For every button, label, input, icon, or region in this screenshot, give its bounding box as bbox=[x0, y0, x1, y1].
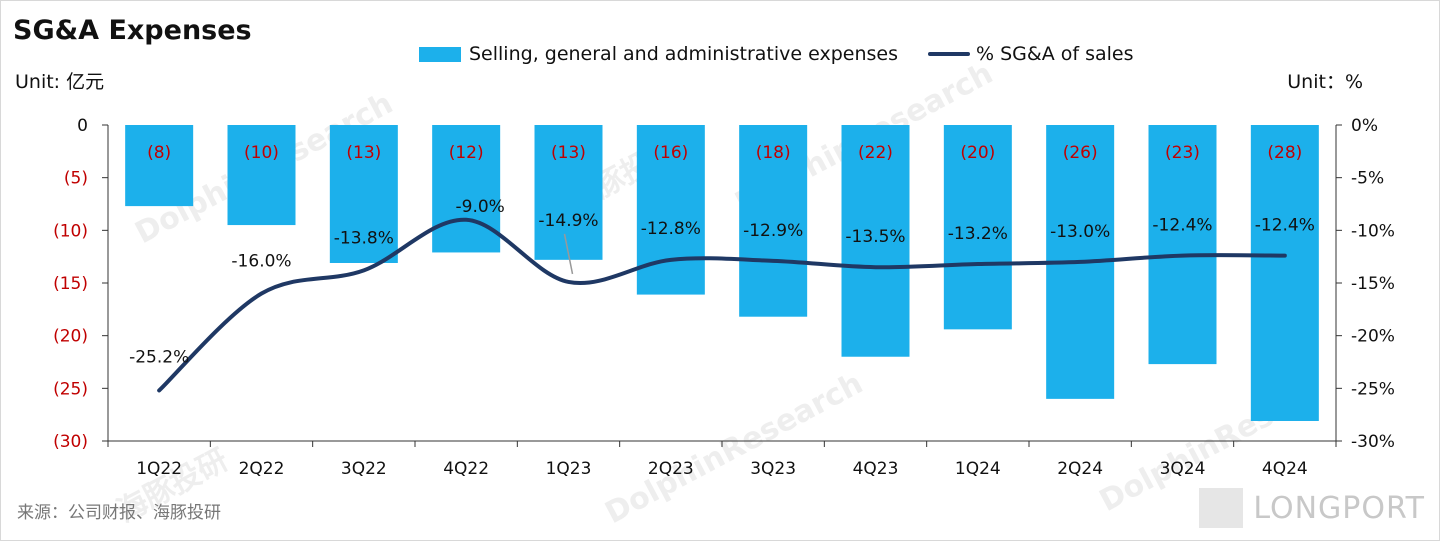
bar bbox=[534, 125, 603, 260]
legend: Selling, general and administrative expe… bbox=[419, 43, 1164, 65]
x-axis-tick-label: 4Q22 bbox=[443, 459, 489, 479]
sgna-percent-point bbox=[362, 268, 366, 272]
longport-logo: LONGPORT bbox=[1199, 488, 1425, 528]
bar-data-label: (10) bbox=[244, 143, 279, 163]
bar bbox=[739, 125, 808, 317]
sgna-percent-point bbox=[976, 262, 980, 266]
sgna-percent-point bbox=[1283, 254, 1287, 258]
line-data-label: -12.9% bbox=[743, 221, 803, 241]
left-axis-tick-label: (10) bbox=[53, 221, 88, 241]
bar-data-label: (16) bbox=[653, 143, 688, 163]
bar bbox=[329, 125, 398, 263]
bar-data-label: (28) bbox=[1267, 143, 1302, 163]
legend-item-line: % SG&A of sales bbox=[928, 43, 1134, 65]
bar-data-label: (22) bbox=[858, 143, 893, 163]
left-axis-tick-label: (20) bbox=[53, 327, 88, 347]
right-axis-tick-label: 0% bbox=[1351, 116, 1378, 136]
x-axis-tick-label: 3Q24 bbox=[1160, 459, 1206, 479]
line-data-label: -9.0% bbox=[456, 197, 505, 217]
right-axis-tick-label: -15% bbox=[1351, 274, 1395, 294]
legend-line-swatch bbox=[928, 52, 971, 56]
bar-data-label: (18) bbox=[756, 143, 791, 163]
left-axis-tick-label: (15) bbox=[53, 274, 88, 294]
label-leader-line bbox=[563, 233, 574, 275]
bar bbox=[1250, 125, 1319, 421]
sgna-percent-point bbox=[874, 265, 877, 269]
bar-data-label: (13) bbox=[551, 143, 586, 163]
x-axis-tick-label: 4Q24 bbox=[1262, 459, 1308, 479]
sgna-percent-point bbox=[669, 258, 673, 262]
sgna-percent-point bbox=[464, 218, 468, 222]
left-axis-tick-label: 0 bbox=[77, 116, 88, 136]
bar-data-label: (23) bbox=[1165, 143, 1200, 163]
legend-bar-label: Selling, general and administrative expe… bbox=[469, 43, 899, 65]
x-axis-tick-label: 3Q22 bbox=[341, 459, 387, 479]
line-data-label: -13.2% bbox=[948, 224, 1008, 244]
x-axis-tick-label: 2Q24 bbox=[1057, 459, 1103, 479]
x-axis-tick-label: 1Q24 bbox=[955, 459, 1001, 479]
bar-data-label: (8) bbox=[147, 143, 171, 163]
bar bbox=[841, 125, 910, 357]
line-data-label: -12.8% bbox=[641, 219, 701, 239]
left-axis-unit: Unit: 亿元 bbox=[15, 71, 105, 93]
chart-title: SG&A Expenses bbox=[13, 15, 252, 46]
line-data-label: -13.8% bbox=[334, 228, 394, 248]
x-axis-tick-label: 1Q23 bbox=[546, 459, 592, 479]
sgna-percent-point bbox=[1181, 254, 1184, 258]
x-axis-tick-label: 2Q22 bbox=[239, 459, 285, 479]
bar bbox=[125, 125, 194, 207]
line-data-label: -12.4% bbox=[1152, 216, 1212, 236]
right-axis-tick-label: -20% bbox=[1351, 327, 1395, 347]
sgna-percent-point bbox=[771, 259, 775, 263]
bar-data-label: (12) bbox=[449, 143, 484, 163]
bar-data-label: (26) bbox=[1063, 143, 1098, 163]
line-data-label: -16.0% bbox=[231, 252, 291, 272]
right-axis-tick-label: -30% bbox=[1351, 432, 1395, 452]
bar-data-label: (20) bbox=[960, 143, 995, 163]
line-data-label: -13.5% bbox=[845, 227, 905, 247]
x-axis-tick-label: 4Q23 bbox=[853, 459, 899, 479]
bar bbox=[227, 125, 296, 226]
line-data-label: -25.2% bbox=[129, 347, 189, 367]
sgna-percent-point bbox=[1078, 260, 1082, 264]
sgna-percent-line bbox=[157, 217, 1287, 393]
bar-data-label: (13) bbox=[346, 143, 381, 163]
right-axis-tick-label: -10% bbox=[1351, 221, 1395, 241]
bar bbox=[432, 125, 501, 253]
bar bbox=[943, 125, 1012, 330]
line-data-label: -12.4% bbox=[1255, 216, 1315, 236]
logo-mark-icon bbox=[1199, 488, 1244, 528]
x-axis-tick-label: 2Q23 bbox=[648, 459, 694, 479]
right-axis-tick-label: -25% bbox=[1351, 379, 1395, 399]
bar bbox=[1148, 125, 1217, 365]
legend-line-label: % SG&A of sales bbox=[976, 43, 1134, 65]
legend-bar-swatch bbox=[419, 46, 461, 62]
line-data-label: -14.9% bbox=[538, 211, 598, 231]
line-data-label: -13.0% bbox=[1050, 222, 1110, 242]
sgna-percent-point bbox=[567, 280, 570, 284]
right-axis-tick-label: -5% bbox=[1351, 169, 1384, 189]
right-axis-unit: Unit：% bbox=[1287, 71, 1363, 93]
legend-item-bars: Selling, general and administrative expe… bbox=[419, 43, 898, 65]
left-axis-tick-label: (5) bbox=[64, 169, 88, 189]
source-note: 来源：公司财报、海豚投研 bbox=[17, 503, 221, 523]
sgna-percent-point bbox=[260, 292, 263, 296]
sgna-percent-point bbox=[157, 388, 161, 392]
left-axis-tick-label: (25) bbox=[53, 379, 88, 399]
x-axis-tick-label: 1Q22 bbox=[136, 459, 182, 479]
logo-text: LONGPORT bbox=[1253, 490, 1425, 526]
x-axis-tick-label: 3Q23 bbox=[750, 459, 796, 479]
left-axis-tick-label: (30) bbox=[53, 432, 88, 452]
